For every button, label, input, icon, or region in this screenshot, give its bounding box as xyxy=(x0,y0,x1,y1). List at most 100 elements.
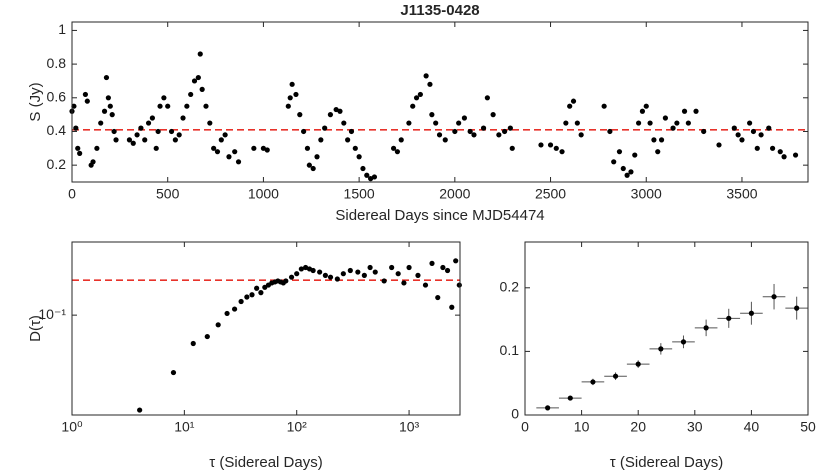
data-point xyxy=(703,325,709,331)
x-axis-label: Sidereal Days since MJD54474 xyxy=(335,207,544,224)
data-point xyxy=(101,108,108,114)
data-point xyxy=(381,278,387,284)
data-point xyxy=(538,142,544,148)
data-point xyxy=(731,125,737,131)
data-point xyxy=(401,280,407,286)
data-point xyxy=(109,112,115,118)
data-point xyxy=(251,145,257,151)
x-tick-label: 10² xyxy=(287,419,308,435)
chart-title: J1135-0428 xyxy=(400,2,479,19)
y-tick-label: 0.4 xyxy=(47,122,67,138)
data-point xyxy=(75,145,81,151)
data-point xyxy=(285,103,291,109)
y-tick-label: 0.8 xyxy=(47,55,67,71)
data-point xyxy=(137,407,143,413)
x-tick-label: 500 xyxy=(156,186,180,202)
data-point xyxy=(662,115,668,121)
y-tick-label: 10⁻¹ xyxy=(38,306,66,322)
data-point xyxy=(427,81,433,87)
data-point xyxy=(347,267,353,274)
data-point xyxy=(340,271,346,277)
data-point xyxy=(232,149,238,155)
data-point xyxy=(355,269,361,275)
data-point xyxy=(176,132,182,138)
data-point xyxy=(84,98,90,104)
data-point xyxy=(264,147,270,153)
data-point xyxy=(322,125,328,131)
y-tick-label: 0 xyxy=(511,406,519,422)
data-point xyxy=(306,162,312,168)
data-point xyxy=(611,159,617,165)
data-point xyxy=(461,115,468,121)
x-axis-label: τ (Sidereal Days) xyxy=(209,454,322,471)
data-point xyxy=(287,95,293,101)
data-point xyxy=(794,305,800,311)
data-point xyxy=(203,103,209,109)
data-point xyxy=(303,264,309,271)
data-point xyxy=(553,145,559,151)
x-tick-label: 20 xyxy=(630,419,646,435)
data-point xyxy=(304,145,311,151)
data-point xyxy=(496,132,502,138)
x-tick-label: 3500 xyxy=(726,186,757,202)
data-point xyxy=(452,128,458,135)
data-point xyxy=(429,260,435,266)
data-point xyxy=(113,137,119,143)
y-axis-label: D(τ) xyxy=(27,315,44,342)
data-point xyxy=(735,132,741,138)
y-tick-label: 1 xyxy=(58,21,66,37)
data-point xyxy=(105,95,111,101)
data-point xyxy=(238,298,244,305)
data-point xyxy=(415,272,421,278)
data-point xyxy=(214,149,221,155)
data-point xyxy=(337,108,343,114)
data-point xyxy=(172,137,178,143)
data-point xyxy=(90,159,96,165)
x-tick-label: 40 xyxy=(744,419,760,435)
data-point xyxy=(361,272,367,278)
data-point xyxy=(607,128,613,135)
data-point xyxy=(766,125,772,131)
data-point xyxy=(417,91,423,98)
data-point xyxy=(360,165,366,172)
data-point xyxy=(681,108,688,114)
data-point xyxy=(170,369,177,376)
data-point xyxy=(670,125,676,131)
data-point xyxy=(792,152,799,158)
data-point xyxy=(559,149,565,155)
data-point xyxy=(364,172,370,178)
data-point xyxy=(293,91,299,98)
data-point xyxy=(639,108,646,114)
data-point xyxy=(71,103,77,109)
data-point xyxy=(254,285,260,291)
data-point xyxy=(647,120,653,126)
data-point xyxy=(658,346,664,352)
data-point xyxy=(449,304,455,310)
axes-box xyxy=(524,241,809,416)
data-point xyxy=(440,264,446,271)
data-point xyxy=(433,120,439,126)
data-point xyxy=(635,361,641,367)
data-point xyxy=(145,120,152,126)
data-point xyxy=(739,137,745,143)
data-point xyxy=(191,78,198,84)
data-point xyxy=(327,274,334,280)
data-point xyxy=(398,137,404,143)
x-tick-label: 1500 xyxy=(344,186,375,202)
axes-box xyxy=(71,21,809,183)
data-point xyxy=(235,159,242,165)
data-point xyxy=(567,395,573,401)
data-point xyxy=(310,267,316,274)
data-point xyxy=(258,290,264,296)
data-point xyxy=(747,120,753,126)
data-point xyxy=(394,149,401,155)
data-point xyxy=(467,128,473,135)
data-point xyxy=(628,169,634,175)
data-point xyxy=(612,373,619,379)
y-tick-label: 0.2 xyxy=(500,278,520,294)
data-point xyxy=(103,74,110,81)
data-point xyxy=(422,282,429,288)
data-point xyxy=(153,145,159,151)
data-point xyxy=(226,154,232,160)
